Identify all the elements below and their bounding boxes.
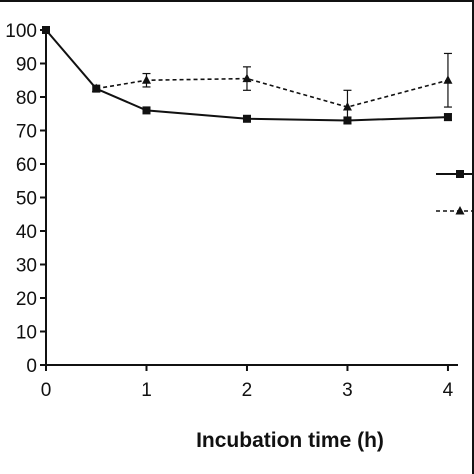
data-point-square bbox=[142, 106, 151, 115]
x-tick-label: 3 bbox=[342, 380, 353, 401]
y-tick-label: 100 bbox=[5, 21, 37, 42]
y-tick-label: 60 bbox=[16, 155, 37, 176]
x-tick-label: 2 bbox=[242, 380, 253, 401]
data-point-square bbox=[443, 113, 452, 122]
data-point-triangle bbox=[242, 73, 252, 83]
y-tick-label: 70 bbox=[16, 122, 37, 143]
y-tick-label: 20 bbox=[16, 289, 37, 310]
x-tick-label: 4 bbox=[443, 380, 454, 401]
data-point-triangle bbox=[342, 102, 352, 111]
series-2-line bbox=[96, 77, 449, 108]
data-point-triangle bbox=[91, 83, 101, 93]
y-axis: 0 10 20 30 40 50 60 70 80 90 100 bbox=[5, 21, 47, 377]
data-point-square bbox=[242, 114, 251, 123]
legend-marker-square bbox=[456, 170, 464, 178]
legend-marker-triangle bbox=[455, 206, 465, 215]
y-tick-label: 50 bbox=[16, 189, 37, 210]
data-point-triangle bbox=[443, 75, 453, 84]
x-axis: 0 1 2 3 4 bbox=[41, 364, 458, 401]
y-tick-label: 40 bbox=[16, 222, 37, 243]
y-tick-label: 90 bbox=[16, 55, 37, 76]
data-point-square bbox=[42, 26, 50, 34]
legend bbox=[436, 170, 474, 215]
y-tick-label: 80 bbox=[16, 88, 37, 109]
data-point-triangle bbox=[141, 75, 151, 84]
series-2 bbox=[91, 52, 453, 125]
x-tick-label: 1 bbox=[141, 380, 152, 401]
y-tick-label: 30 bbox=[16, 256, 37, 277]
y-tick-label: 10 bbox=[16, 323, 37, 344]
x-tick-label: 0 bbox=[41, 380, 52, 401]
series-layer bbox=[42, 26, 453, 125]
series-1-line bbox=[45, 29, 448, 122]
y-tick-label: 0 bbox=[26, 356, 37, 377]
x-axis-title: Incubation time (h) bbox=[196, 429, 384, 452]
